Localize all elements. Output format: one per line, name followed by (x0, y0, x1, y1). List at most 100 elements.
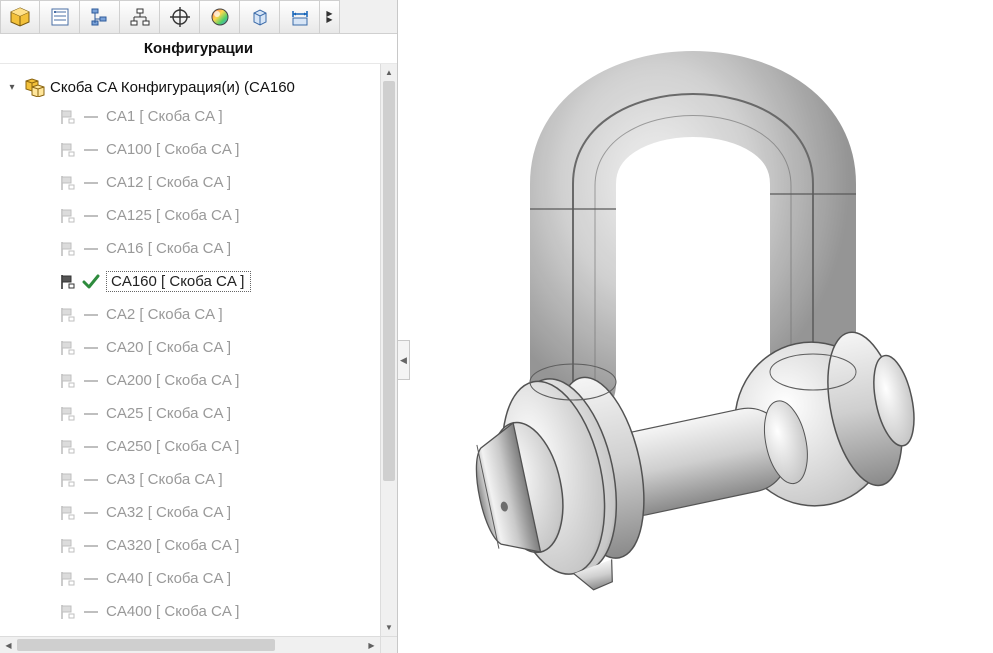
config-label: CA160 [ Скоба CA ] (111, 273, 244, 290)
config-item[interactable]: CA20 [ Скоба CA ] (0, 331, 397, 364)
inactive-dash-icon (84, 347, 98, 349)
config-flag-icon (58, 339, 76, 357)
config-item[interactable]: CA16 [ Скоба CA ] (0, 232, 397, 265)
config-label: CA2 [ Скоба CA ] (106, 306, 223, 323)
tab-cube[interactable] (0, 0, 40, 33)
config-label: CA100 [ Скоба CA ] (106, 141, 239, 158)
hierarchy-icon (130, 7, 150, 27)
checkmark-icon (82, 273, 100, 291)
config-label: CA250 [ Скоба CA ] (106, 438, 239, 455)
config-label: CA320 [ Скоба CA ] (106, 537, 239, 554)
config-flag-icon (58, 240, 76, 258)
config-item[interactable]: CA400 [ Скоба CA ] (0, 595, 397, 628)
shackle-model (398, 0, 993, 653)
scroll-thumb[interactable] (17, 639, 275, 651)
inactive-dash-icon (84, 149, 98, 151)
inactive-dash-icon (84, 215, 98, 217)
model-viewport[interactable] (398, 0, 993, 653)
inactive-dash-icon (84, 578, 98, 580)
config-label: CA25 [ Скоба CA ] (106, 405, 231, 422)
panel-collapse-handle[interactable]: ◀ (398, 340, 410, 380)
config-label: CA40 [ Скоба CA ] (106, 570, 231, 587)
config-flag-icon (58, 405, 76, 423)
tab-hierarchy[interactable] (120, 0, 160, 33)
inactive-dash-icon (84, 182, 98, 184)
horizontal-scrollbar[interactable]: ◀ ▶ (0, 636, 397, 653)
inactive-dash-icon (84, 446, 98, 448)
scroll-right-icon[interactable]: ▶ (363, 637, 380, 653)
dimension-icon (290, 7, 310, 27)
config-label: CA3 [ Скоба CA ] (106, 471, 223, 488)
panel-toolbar: ▶ ▶ (0, 0, 397, 34)
scroll-corner (380, 637, 397, 653)
box-icon (250, 7, 270, 27)
inactive-dash-icon (84, 380, 98, 382)
config-item[interactable]: CA1 [ Скоба CA ] (0, 100, 397, 133)
scroll-up-icon[interactable]: ▲ (381, 64, 397, 81)
scroll-down-icon[interactable]: ▼ (381, 619, 397, 636)
tab-tree[interactable] (80, 0, 120, 33)
config-flag-icon (58, 471, 76, 489)
inactive-dash-icon (84, 545, 98, 547)
config-flag-icon (58, 273, 76, 291)
config-item[interactable]: CA40 [ Скоба CA ] (0, 562, 397, 595)
inactive-dash-icon (84, 611, 98, 613)
toolbar-overflow[interactable]: ▶ ▶ (320, 0, 340, 33)
config-flag-icon (58, 504, 76, 522)
tab-box[interactable] (240, 0, 280, 33)
target-icon (170, 7, 190, 27)
config-item[interactable]: CA250 [ Скоба CA ] (0, 430, 397, 463)
panel-heading: Конфигурации (0, 34, 397, 64)
inactive-dash-icon (84, 413, 98, 415)
config-label: CA125 [ Скоба CA ] (106, 207, 239, 224)
config-item[interactable]: CA160 [ Скоба CA ] (0, 265, 397, 298)
properties-icon (50, 7, 70, 27)
vertical-scrollbar[interactable]: ▲ ▼ (380, 64, 397, 636)
config-item[interactable]: CA125 [ Скоба CA ] (0, 199, 397, 232)
config-label: CA400 [ Скоба CA ] (106, 603, 239, 620)
config-flag-icon (58, 438, 76, 456)
config-item[interactable]: CA25 [ Скоба CA ] (0, 397, 397, 430)
config-label: CA16 [ Скоба CA ] (106, 240, 231, 257)
config-flag-icon (58, 141, 76, 159)
tree-icon (90, 7, 110, 27)
config-item[interactable]: CA320 [ Скоба CA ] (0, 529, 397, 562)
tab-properties[interactable] (40, 0, 80, 33)
config-flag-icon (58, 174, 76, 192)
collapse-icon[interactable]: ▾ (6, 81, 18, 93)
tab-dimension[interactable] (280, 0, 320, 33)
appearance-icon (210, 7, 230, 27)
tab-target[interactable] (160, 0, 200, 33)
config-item[interactable]: CA100 [ Скоба CA ] (0, 133, 397, 166)
config-label: CA32 [ Скоба CA ] (106, 504, 231, 521)
config-list: CA1 [ Скоба CA ] CA100 [ Скоба CA ] CA12 [… (0, 100, 397, 628)
root-label: Скоба CA Конфигурация(и) (CA160 (50, 79, 393, 96)
config-flag-icon (58, 603, 76, 621)
configuration-tree: ▾ Скоба CA Конфигурация(и) (CA160 CA1 [ … (0, 64, 397, 653)
inactive-dash-icon (84, 116, 98, 118)
config-item[interactable]: CA2 [ Скоба CA ] (0, 298, 397, 331)
panel-heading-text: Конфигурации (144, 40, 253, 57)
config-item[interactable]: CA200 [ Скоба CA ] (0, 364, 397, 397)
config-flag-icon (58, 306, 76, 324)
config-root-node[interactable]: ▾ Скоба CA Конфигурация(и) (CA160 (0, 74, 397, 100)
config-item[interactable]: CA12 [ Скоба CA ] (0, 166, 397, 199)
config-label: CA1 [ Скоба CA ] (106, 108, 223, 125)
config-flag-icon (58, 207, 76, 225)
config-flag-icon (58, 372, 76, 390)
config-item[interactable]: CA3 [ Скоба CA ] (0, 463, 397, 496)
scroll-left-icon[interactable]: ◀ (0, 637, 17, 653)
tab-appearance[interactable] (200, 0, 240, 33)
cube-icon (9, 6, 31, 28)
inactive-dash-icon (84, 248, 98, 250)
config-label: CA12 [ Скоба CA ] (106, 174, 231, 191)
config-item[interactable]: CA32 [ Скоба CA ] (0, 496, 397, 529)
scroll-thumb[interactable] (383, 81, 395, 481)
part-configs-icon (22, 77, 46, 97)
inactive-dash-icon (84, 512, 98, 514)
config-label: CA200 [ Скоба CA ] (106, 372, 239, 389)
configuration-panel: ▶ ▶ Конфигурации ▾ Скоба CA Конфигурация… (0, 0, 398, 653)
config-flag-icon (58, 108, 76, 126)
inactive-dash-icon (84, 479, 98, 481)
chevron-right-icon: ▶ (326, 17, 332, 23)
